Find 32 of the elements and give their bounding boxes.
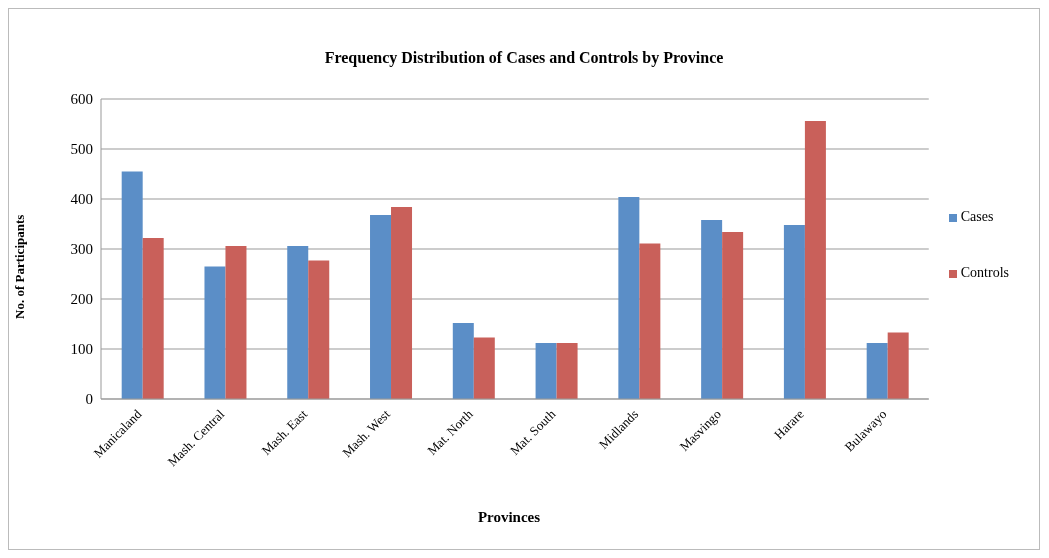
bar <box>722 232 744 399</box>
y-tick-label: 500 <box>70 141 93 158</box>
bar <box>287 246 309 399</box>
bar <box>556 343 578 399</box>
bar <box>391 207 413 399</box>
bar <box>887 332 909 399</box>
y-tick-label: 600 <box>70 91 93 108</box>
bar <box>370 215 392 399</box>
bar <box>783 225 805 399</box>
y-axis-title: No. of Participants <box>11 214 27 319</box>
bar <box>701 220 723 399</box>
bar <box>535 343 557 399</box>
legend-label: Controls <box>960 265 1009 280</box>
bar <box>618 197 640 399</box>
bar <box>452 323 474 399</box>
bar <box>866 343 888 399</box>
bar <box>204 266 226 399</box>
bar <box>225 246 247 399</box>
bar <box>473 337 495 399</box>
bar <box>121 171 143 399</box>
chart-title: Frequency Distribution of Cases and Controls by Province <box>323 49 725 67</box>
x-axis-title: Provinces <box>476 509 542 526</box>
bar <box>142 238 164 399</box>
bar <box>639 243 661 399</box>
y-tick-label: 200 <box>70 291 93 308</box>
y-tick-label: 0 <box>85 391 93 408</box>
legend-label: Cases <box>960 209 994 224</box>
y-tick-label: 400 <box>70 191 93 208</box>
bar <box>308 260 330 399</box>
y-tick-label: 300 <box>70 241 93 258</box>
y-tick-label: 100 <box>70 341 93 358</box>
bar <box>804 121 826 399</box>
